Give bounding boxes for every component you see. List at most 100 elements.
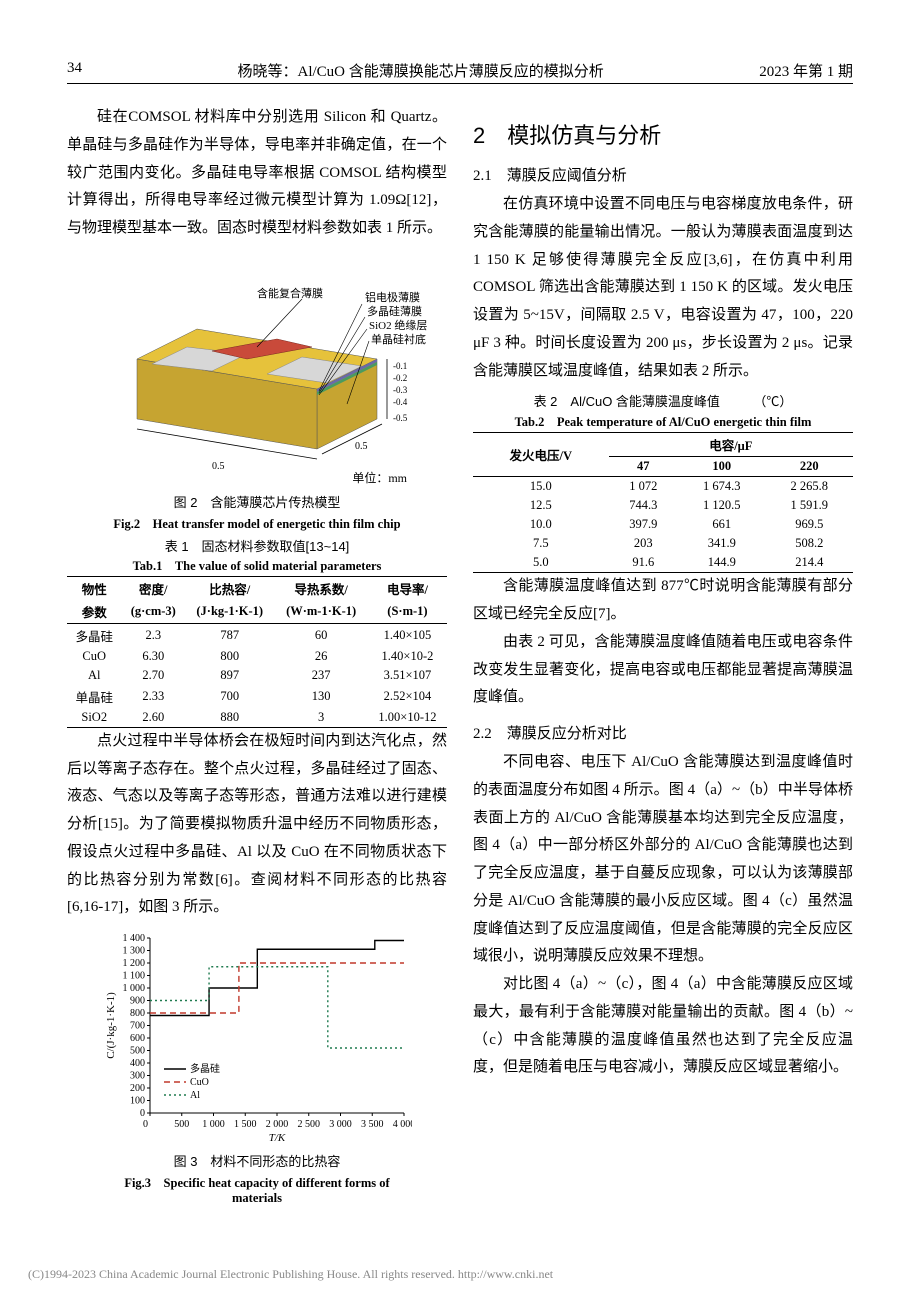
table-cell: 397.9 bbox=[609, 515, 678, 534]
t1-h2-0: 参数 bbox=[67, 600, 121, 624]
table-cell: 26 bbox=[274, 647, 367, 666]
table-cell: 6.30 bbox=[121, 647, 185, 666]
table-cell: 897 bbox=[185, 666, 274, 685]
tab2-unit: （℃） bbox=[753, 394, 792, 409]
page-footer: (C)1994-2023 China Academic Journal Elec… bbox=[0, 1267, 920, 1282]
footer-text: (C)1994-2023 China Academic Journal Elec… bbox=[28, 1267, 553, 1281]
lbl-sio2: SiO2 绝缘层 bbox=[369, 318, 427, 332]
fig2-caption-cn: 图 2 含能薄膜芯片传热模型 bbox=[67, 492, 447, 511]
table-cell: 7.5 bbox=[473, 534, 609, 553]
t2-colgroup: 电容/μF bbox=[609, 433, 853, 457]
svg-text:0: 0 bbox=[140, 1108, 145, 1119]
table-cell: Al bbox=[67, 666, 121, 685]
svg-text:200: 200 bbox=[130, 1083, 145, 1094]
tab2-caption-cn: 表 2 Al/CuO 含能薄膜温度峰值 bbox=[534, 394, 720, 409]
svg-text:CuO: CuO bbox=[190, 1077, 209, 1088]
running-title: 杨晓等：Al/CuO 含能薄膜换能芯片薄膜反应的模拟分析 bbox=[237, 60, 603, 81]
table-2: 发火电压/V 电容/μF 47 100 220 15.01 0721 674.3… bbox=[473, 432, 853, 573]
table-cell: 1.40×10-2 bbox=[368, 647, 447, 666]
page-number: 34 bbox=[67, 60, 82, 81]
tab2-caption-en: Tab.2 Peak temperature of Al/CuO energet… bbox=[473, 411, 853, 430]
table-cell: 787 bbox=[185, 623, 274, 647]
svg-text:3 000: 3 000 bbox=[329, 1119, 352, 1130]
table-cell: 91.6 bbox=[609, 553, 678, 573]
table-cell: CuO bbox=[67, 647, 121, 666]
table-cell: 3.51×107 bbox=[368, 666, 447, 685]
para-after-tab1: 点火过程中半导体桥会在极短时间内到达汽化点，然后以等离子态存在。整个点火过程，多… bbox=[67, 728, 447, 922]
svg-text:1 400: 1 400 bbox=[123, 933, 146, 944]
lbl-composite: 含能复合薄膜 bbox=[257, 286, 323, 300]
table-cell: 多晶硅 bbox=[67, 623, 121, 647]
svg-text:500: 500 bbox=[130, 1046, 145, 1057]
table-cell: 744.3 bbox=[609, 496, 678, 515]
table-cell: 1 674.3 bbox=[678, 477, 765, 497]
dim-z: -0.5 bbox=[393, 413, 408, 423]
svg-text:1 100: 1 100 bbox=[123, 971, 146, 982]
t1-h-4: 电导率/ bbox=[368, 576, 447, 600]
table-cell: 203 bbox=[609, 534, 678, 553]
table-cell: 1 120.5 bbox=[678, 496, 765, 515]
table-cell: 880 bbox=[185, 708, 274, 728]
dim-w: 0.5 bbox=[212, 461, 225, 469]
svg-text:0: 0 bbox=[143, 1119, 148, 1130]
table-1: 物性 密度/ 比热容/ 导热系数/ 电导率/ 参数 (g·cm-3) (J·kg… bbox=[67, 576, 447, 728]
table-cell: 237 bbox=[274, 666, 367, 685]
t1-h2-3: (W·m-1·K-1) bbox=[274, 600, 367, 624]
svg-text:2 500: 2 500 bbox=[298, 1119, 321, 1130]
svg-text:300: 300 bbox=[130, 1071, 145, 1082]
svg-text:Al: Al bbox=[190, 1090, 200, 1101]
svg-text:3 500: 3 500 bbox=[361, 1119, 384, 1130]
lbl-electrode: 铝电极薄膜 bbox=[365, 290, 420, 304]
t1-h2-4: (S·m-1) bbox=[368, 600, 447, 624]
t1-h2-2: (J·kg-1·K-1) bbox=[185, 600, 274, 624]
fig2-caption-en: Fig.2 Heat transfer model of energetic t… bbox=[67, 513, 447, 532]
tab1-caption-en: Tab.1 The value of solid material parame… bbox=[67, 555, 447, 574]
svg-text:1 300: 1 300 bbox=[123, 946, 146, 957]
figure-3: 01002003004005006007008009001 0001 1001 … bbox=[102, 930, 412, 1206]
t1-h-2: 比热容/ bbox=[185, 576, 274, 600]
table-cell: 800 bbox=[185, 647, 274, 666]
fig3-caption-en: Fig.3 Specific heat capacity of differen… bbox=[102, 1172, 412, 1206]
fig2-unit: 单位：mm bbox=[67, 469, 447, 486]
fig3-svg: 01002003004005006007008009001 0001 1001 … bbox=[102, 930, 412, 1145]
table-cell: 2.60 bbox=[121, 708, 185, 728]
svg-text:C/(J·kg-1·K-1): C/(J·kg-1·K-1) bbox=[105, 992, 117, 1059]
section-2-1-para: 在仿真环境中设置不同电压与电容梯度放电条件，研究含能薄膜的能量输出情况。一般认为… bbox=[473, 191, 853, 385]
svg-text:1 000: 1 000 bbox=[123, 983, 146, 994]
issue-info: 2023 年第 1 期 bbox=[759, 60, 853, 81]
table-cell: 60 bbox=[274, 623, 367, 647]
table-cell: 1.00×10-12 bbox=[368, 708, 447, 728]
table-cell: 10.0 bbox=[473, 515, 609, 534]
svg-text:1 500: 1 500 bbox=[234, 1119, 257, 1130]
table-cell: 661 bbox=[678, 515, 765, 534]
para-after-tab2-1: 含能薄膜温度峰值达到 877℃时说明含能薄膜有部分区域已经完全反应[7]。 bbox=[473, 573, 853, 629]
figure-2: 0.5 0.5 -0.1 -0.2 -0.3 -0.4 -0.5 bbox=[67, 249, 447, 532]
table-cell: 341.9 bbox=[678, 534, 765, 553]
section-2-heading: 2 模拟仿真与分析 bbox=[473, 118, 853, 150]
t2-rowhdr: 发火电压/V bbox=[473, 433, 609, 477]
t1-h-3: 导热系数/ bbox=[274, 576, 367, 600]
svg-text:400: 400 bbox=[130, 1058, 145, 1069]
table-cell: 2.33 bbox=[121, 685, 185, 708]
svg-text:1 200: 1 200 bbox=[123, 958, 146, 969]
fig2-svg: 0.5 0.5 -0.1 -0.2 -0.3 -0.4 -0.5 bbox=[77, 249, 437, 469]
dim-n2: -0.3 bbox=[393, 385, 408, 395]
table-cell: 1 072 bbox=[609, 477, 678, 497]
table-cell: 1 591.9 bbox=[766, 496, 854, 515]
svg-text:多晶硅: 多晶硅 bbox=[190, 1062, 220, 1075]
table-cell: 130 bbox=[274, 685, 367, 708]
fig3-caption-cn: 图 3 材料不同形态的比热容 bbox=[102, 1151, 412, 1170]
section-2-2-heading: 2.2 薄膜反应分析对比 bbox=[473, 722, 853, 743]
dim-n1: -0.2 bbox=[393, 373, 407, 383]
table-cell: 15.0 bbox=[473, 477, 609, 497]
table-cell: 5.0 bbox=[473, 553, 609, 573]
svg-text:500: 500 bbox=[174, 1119, 189, 1130]
svg-text:700: 700 bbox=[130, 1021, 145, 1032]
dim-n0: -0.1 bbox=[393, 361, 407, 371]
table-cell: 508.2 bbox=[766, 534, 854, 553]
svg-text:4 000: 4 000 bbox=[393, 1119, 412, 1130]
table-cell: 2.70 bbox=[121, 666, 185, 685]
para-pre-fig2: 硅在COMSOL 材料库中分别选用 Silicon 和 Quartz。单晶硅与多… bbox=[67, 104, 447, 243]
t2-c2: 220 bbox=[766, 457, 854, 477]
table-cell: 214.4 bbox=[766, 553, 854, 573]
